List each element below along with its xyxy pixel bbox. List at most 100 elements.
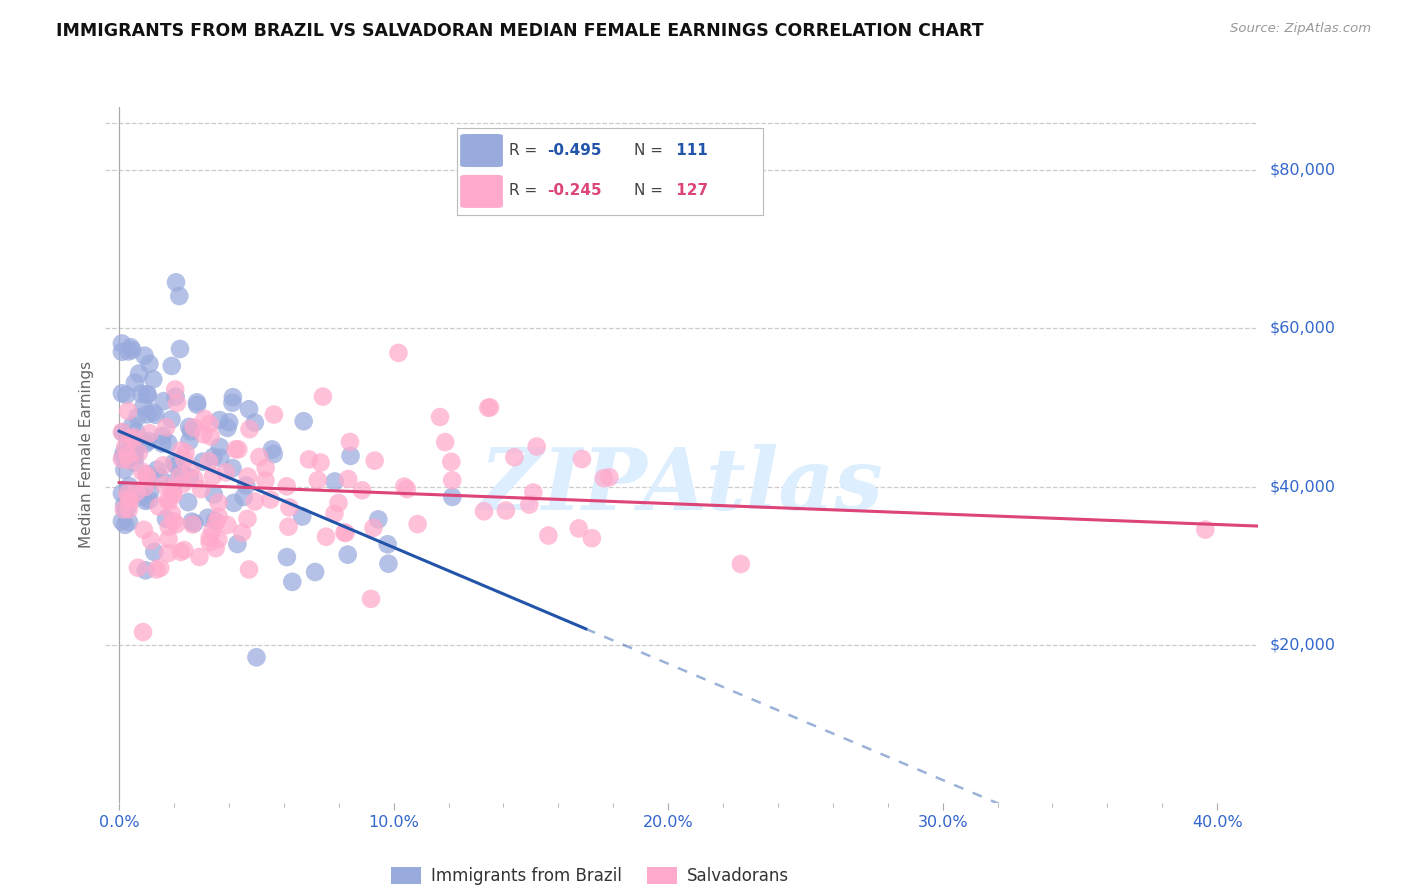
- Point: [114, 517, 136, 532]
- Point: [166, 396, 188, 410]
- Point: [277, 519, 299, 533]
- Point: [180, 515, 202, 529]
- Point: [117, 430, 139, 444]
- Point: [198, 535, 221, 549]
- Point: [202, 450, 225, 464]
- Point: [172, 466, 194, 480]
- Point: [157, 546, 180, 560]
- Point: [179, 434, 201, 448]
- Point: [377, 537, 399, 551]
- Point: [128, 446, 150, 460]
- Point: [236, 512, 259, 526]
- Point: [339, 434, 361, 449]
- Point: [232, 490, 254, 504]
- Point: [243, 416, 266, 430]
- Point: [190, 482, 212, 496]
- Point: [441, 473, 464, 487]
- Point: [276, 479, 298, 493]
- Point: [204, 541, 226, 556]
- Point: [205, 515, 228, 529]
- Point: [307, 473, 329, 487]
- Point: [593, 471, 616, 485]
- Point: [581, 531, 603, 545]
- Point: [138, 426, 160, 441]
- Point: [571, 452, 593, 467]
- Point: [157, 494, 180, 508]
- Point: [312, 390, 335, 404]
- Point: [181, 517, 204, 532]
- Point: [209, 450, 232, 465]
- Point: [118, 515, 141, 529]
- Point: [120, 340, 142, 354]
- Point: [228, 442, 250, 457]
- Point: [169, 289, 191, 303]
- Point: [120, 450, 142, 464]
- Point: [522, 485, 544, 500]
- Point: [304, 565, 326, 579]
- Point: [136, 434, 159, 448]
- Point: [143, 545, 166, 559]
- Point: [131, 465, 153, 479]
- Point: [131, 490, 153, 504]
- Point: [143, 408, 166, 422]
- Point: [120, 431, 142, 445]
- Point: [160, 412, 183, 426]
- Point: [179, 470, 201, 484]
- Point: [111, 425, 134, 439]
- Point: [440, 455, 463, 469]
- Point: [121, 418, 143, 433]
- Point: [125, 425, 148, 439]
- Point: [136, 387, 159, 401]
- Point: [186, 395, 208, 409]
- Point: [170, 443, 193, 458]
- Point: [339, 449, 361, 463]
- Point: [238, 562, 260, 576]
- Point: [170, 545, 193, 559]
- Point: [194, 412, 217, 426]
- Point: [224, 442, 246, 457]
- Point: [276, 550, 298, 565]
- Point: [165, 390, 187, 404]
- Text: $80,000: $80,000: [1270, 163, 1336, 178]
- Point: [136, 467, 159, 482]
- Point: [139, 533, 162, 548]
- Point: [298, 452, 321, 467]
- Point: [363, 453, 385, 467]
- Point: [165, 275, 187, 289]
- Point: [198, 417, 221, 431]
- Point: [315, 530, 337, 544]
- Point: [111, 514, 134, 528]
- Point: [197, 510, 219, 524]
- Point: [118, 491, 141, 506]
- Point: [135, 563, 157, 577]
- Point: [148, 500, 170, 514]
- Point: [217, 518, 239, 533]
- Point: [118, 479, 141, 493]
- Point: [208, 509, 231, 524]
- Point: [1194, 523, 1216, 537]
- Point: [245, 650, 267, 665]
- Point: [114, 449, 136, 463]
- Point: [155, 420, 177, 434]
- Point: [149, 470, 172, 484]
- Point: [191, 455, 214, 469]
- Point: [333, 525, 356, 540]
- Point: [134, 494, 156, 508]
- Point: [517, 498, 540, 512]
- Point: [118, 453, 141, 467]
- Point: [115, 388, 138, 402]
- Point: [127, 560, 149, 574]
- Point: [323, 507, 346, 521]
- Point: [263, 408, 285, 422]
- Point: [183, 420, 205, 434]
- Point: [208, 413, 231, 427]
- Point: [114, 440, 136, 454]
- Point: [138, 493, 160, 508]
- Text: Source: ZipAtlas.com: Source: ZipAtlas.com: [1230, 22, 1371, 36]
- Point: [243, 494, 266, 508]
- Point: [162, 486, 184, 500]
- Point: [165, 383, 187, 397]
- Point: [394, 480, 416, 494]
- Point: [138, 357, 160, 371]
- Point: [117, 448, 139, 462]
